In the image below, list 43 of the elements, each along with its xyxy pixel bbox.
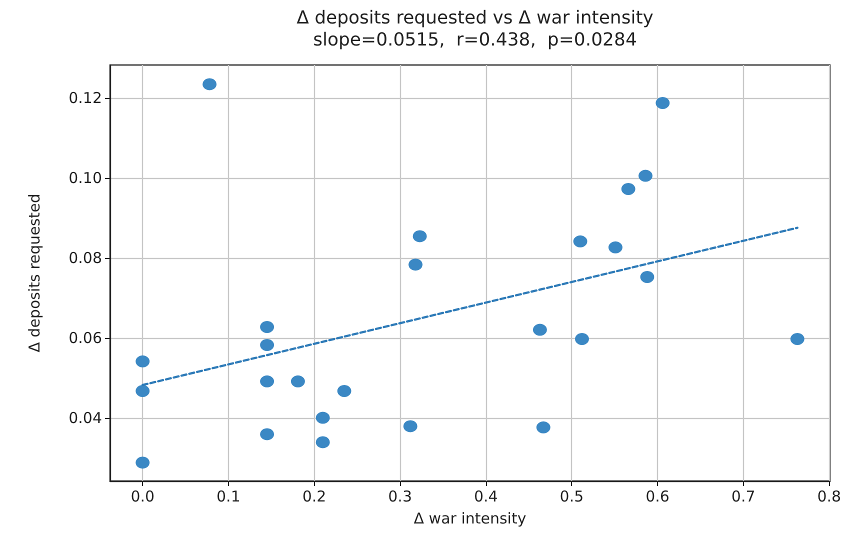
point [316, 412, 330, 424]
x-axis-title: Δ war intensity [414, 510, 526, 528]
point [136, 385, 150, 397]
point [412, 230, 427, 242]
point [575, 333, 589, 345]
chart-subtitle: slope=0.0515, r=0.438, p=0.0284 [313, 30, 637, 50]
point [260, 321, 274, 333]
point [403, 420, 418, 432]
point [290, 375, 305, 388]
x-tick-label: 0.2 [302, 488, 326, 506]
chart-title: Δ deposits requested vs Δ war intensity [296, 8, 654, 28]
point [136, 355, 150, 368]
x-tick-label: 0.7 [731, 488, 756, 506]
x-tick-label: 0.6 [646, 488, 670, 506]
x-tick-label: 0.1 [216, 488, 240, 506]
point [640, 271, 654, 283]
y-tick-label: 0.10 [68, 168, 102, 187]
point [316, 436, 330, 448]
point [202, 78, 217, 90]
x-tick-label: 0.3 [388, 488, 412, 506]
point [260, 428, 274, 440]
y-tick-label: 0.04 [68, 408, 102, 427]
point [408, 258, 423, 271]
x-tick-label: 0.5 [560, 488, 584, 506]
point [790, 333, 804, 345]
x-tick-label: 0.8 [817, 488, 842, 506]
y-axis-title: Δ deposits requested [26, 194, 44, 352]
point [260, 339, 274, 351]
point [260, 375, 274, 388]
y-tick-label: 0.06 [68, 328, 102, 347]
point [337, 385, 352, 397]
point [532, 324, 547, 336]
point [136, 456, 150, 469]
y-tick-label: 0.08 [68, 248, 102, 267]
y-tick-label: 0.12 [68, 88, 102, 107]
x-tick-label: 0.0 [130, 488, 155, 506]
point [638, 170, 652, 182]
point [608, 241, 622, 254]
point [621, 183, 636, 195]
point [573, 235, 588, 248]
x-tick-label: 0.4 [474, 488, 498, 506]
point [656, 97, 670, 109]
point [536, 421, 550, 434]
